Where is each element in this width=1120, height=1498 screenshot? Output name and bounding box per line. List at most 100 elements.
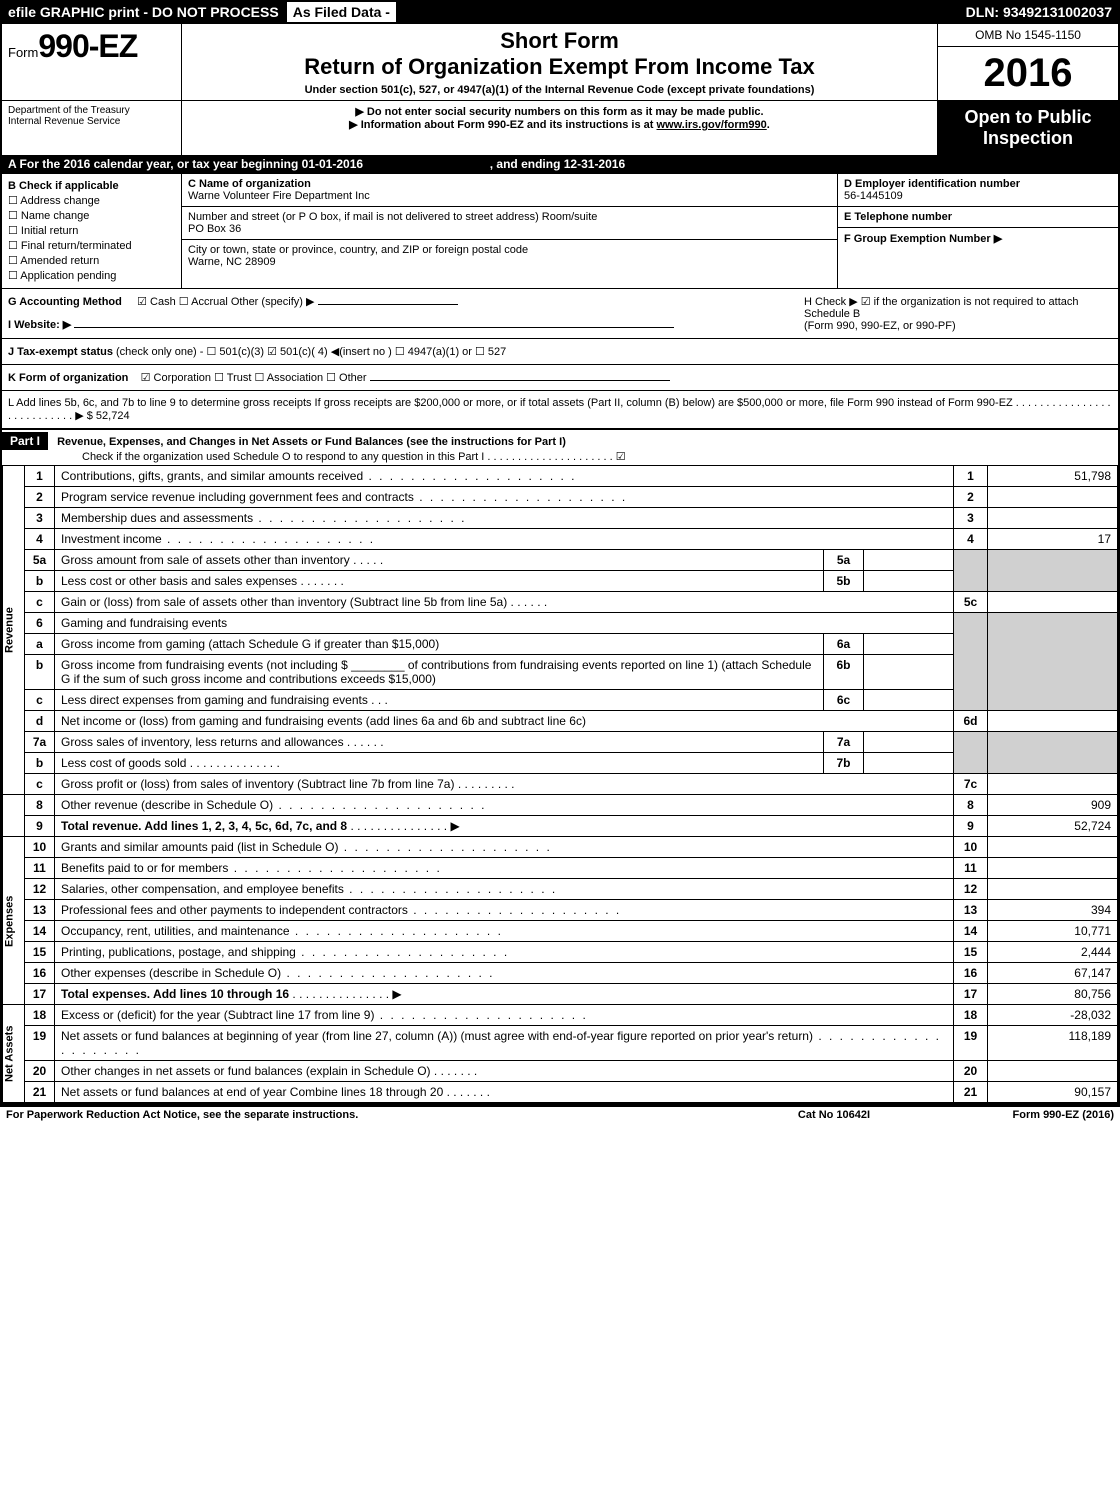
- k-label: K Form of organization: [8, 372, 128, 384]
- l17-v: 80,756: [988, 984, 1118, 1005]
- row-j: J Tax-exempt status (check only one) - ☐…: [2, 338, 1118, 364]
- k-text[interactable]: ☑ Corporation ☐ Trust ☐ Association ☐ Ot…: [141, 372, 367, 384]
- g-options[interactable]: ☑ Cash ☐ Accrual Other (specify) ▶: [137, 296, 314, 308]
- l7a-mv: [864, 732, 954, 753]
- c-name-value: Warne Volunteer Fire Department Inc: [188, 190, 831, 202]
- open-to-public: Open to Public Inspection: [938, 101, 1118, 155]
- notice2a: ▶ Information about Form 990-EZ and its …: [349, 119, 656, 131]
- l7-grey: [954, 732, 988, 774]
- l11-v: [988, 858, 1118, 879]
- l3-v: [988, 508, 1118, 529]
- l18-d: Excess or (deficit) for the year (Subtra…: [61, 1008, 374, 1022]
- l5c-d: Gain or (loss) from sale of assets other…: [61, 595, 507, 609]
- l5a-d: Gross amount from sale of assets other t…: [61, 553, 350, 567]
- sec-a-label: A For the 2016 calendar year, or tax yea…: [8, 157, 363, 171]
- b-label: B Check if applicable: [8, 180, 175, 192]
- dept-line1: Department of the Treasury: [8, 105, 175, 116]
- l19-v: 118,189: [988, 1026, 1118, 1061]
- header-right-cell: OMB No 1545-1150 2016: [938, 24, 1118, 100]
- c-city-label: City or town, state or province, country…: [188, 244, 831, 256]
- l12-d: Salaries, other compensation, and employ…: [61, 882, 344, 896]
- l15-d: Printing, publications, postage, and shi…: [61, 945, 296, 959]
- l13-v: 394: [988, 900, 1118, 921]
- e-row: E Telephone number: [838, 207, 1118, 228]
- l9-v: 52,724: [988, 816, 1118, 837]
- row-gh: G Accounting Method ☑ Cash ☐ Accrual Oth…: [2, 288, 1118, 338]
- l11-n: 11: [25, 858, 55, 879]
- i-label: I Website: ▶: [8, 319, 71, 331]
- l6d-r: 6d: [954, 711, 988, 732]
- topbar-left: efile GRAPHIC print - DO NOT PROCESS: [2, 2, 285, 22]
- l10-r: 10: [954, 837, 988, 858]
- l8-d: Other revenue (describe in Schedule O): [61, 798, 273, 812]
- l1-v: 51,798: [988, 466, 1118, 487]
- part-i-title: Revenue, Expenses, and Changes in Net As…: [51, 434, 572, 450]
- notice-line2: ▶ Information about Form 990-EZ and its …: [188, 118, 931, 131]
- l9-n: 9: [25, 816, 55, 837]
- topbar-asfiled: As Filed Data -: [285, 2, 398, 22]
- l16-n: 16: [25, 963, 55, 984]
- l5ab-greyv: [988, 550, 1118, 592]
- b-opt-final[interactable]: ☐ Final return/terminated: [8, 239, 175, 252]
- g-label: G Accounting Method: [8, 296, 122, 308]
- open-line1: Open to Public: [940, 107, 1116, 128]
- footer-mid: Cat No 10642I: [734, 1109, 934, 1121]
- l21-r: 21: [954, 1082, 988, 1103]
- l8-v: 909: [988, 795, 1118, 816]
- l4-r: 4: [954, 529, 988, 550]
- l3-d: Membership dues and assessments: [61, 511, 253, 525]
- part-i-table: Revenue 1 Contributions, gifts, grants, …: [2, 465, 1118, 1103]
- b-opt-address[interactable]: ☐ Address change: [8, 194, 175, 207]
- e-label: E Telephone number: [844, 211, 1112, 223]
- tax-year: 2016: [938, 47, 1118, 100]
- c-street-label: Number and street (or P O box, if mail i…: [188, 211, 831, 223]
- l15-r: 15: [954, 942, 988, 963]
- row-l: L Add lines 5b, 6c, and 7b to line 9 to …: [2, 390, 1118, 428]
- website-value[interactable]: [74, 327, 674, 328]
- l16-d: Other expenses (describe in Schedule O): [61, 966, 281, 980]
- l2-v: [988, 487, 1118, 508]
- l15-v: 2,444: [988, 942, 1118, 963]
- omb-number: OMB No 1545-1150: [938, 24, 1118, 47]
- l14-d: Occupancy, rent, utilities, and maintena…: [61, 924, 290, 938]
- footer-left: For Paperwork Reduction Act Notice, see …: [6, 1109, 734, 1121]
- l3-r: 3: [954, 508, 988, 529]
- l6c-m: 6c: [824, 690, 864, 711]
- l18-v: -28,032: [988, 1005, 1118, 1026]
- c-city-value: Warne, NC 28909: [188, 256, 831, 268]
- b-opt-name[interactable]: ☐ Name change: [8, 209, 175, 222]
- footer-right: Form 990-EZ (2016): [934, 1109, 1114, 1121]
- l12-v: [988, 879, 1118, 900]
- header-form-cell: Form990-EZ: [2, 24, 182, 100]
- l4-v: 17: [988, 529, 1118, 550]
- l11-r: 11: [954, 858, 988, 879]
- l5a-n: 5a: [25, 550, 55, 571]
- l20-r: 20: [954, 1061, 988, 1082]
- l12-n: 12: [25, 879, 55, 900]
- l5b-d: Less cost or other basis and sales expen…: [61, 574, 297, 588]
- l6-n: 6: [25, 613, 55, 634]
- f-label: F Group Exemption Number ▶: [844, 232, 1112, 245]
- l6a-mv: [864, 634, 954, 655]
- h-label[interactable]: H Check ▶ ☑ if the organization is not r…: [804, 295, 1112, 320]
- col-b: B Check if applicable ☐ Address change ☐…: [2, 174, 182, 288]
- l8-r: 8: [954, 795, 988, 816]
- l7a-d: Gross sales of inventory, less returns a…: [61, 735, 344, 749]
- j-text[interactable]: (check only one) - ☐ 501(c)(3) ☑ 501(c)(…: [116, 346, 506, 358]
- l2-r: 2: [954, 487, 988, 508]
- part-i-header: Part I Revenue, Expenses, and Changes in…: [2, 428, 1118, 465]
- l6a-n: a: [25, 634, 55, 655]
- b-opt-initial[interactable]: ☐ Initial return: [8, 224, 175, 237]
- l6c-d: Less direct expenses from gaming and fun…: [61, 693, 368, 707]
- l7b-d: Less cost of goods sold: [61, 756, 186, 770]
- l6b-mv: [864, 655, 954, 690]
- l8-n: 8: [25, 795, 55, 816]
- b-opt-amended[interactable]: ☐ Amended return: [8, 254, 175, 267]
- l7c-d: Gross profit or (loss) from sales of inv…: [61, 777, 454, 791]
- side-net: Net Assets: [3, 1005, 25, 1103]
- part-i-check[interactable]: Check if the organization used Schedule …: [2, 450, 1118, 463]
- b-opt-pending[interactable]: ☐ Application pending: [8, 269, 175, 282]
- irs-link[interactable]: www.irs.gov/form990: [657, 119, 767, 131]
- topbar-spacer: [398, 2, 960, 22]
- l1-n: 1: [25, 466, 55, 487]
